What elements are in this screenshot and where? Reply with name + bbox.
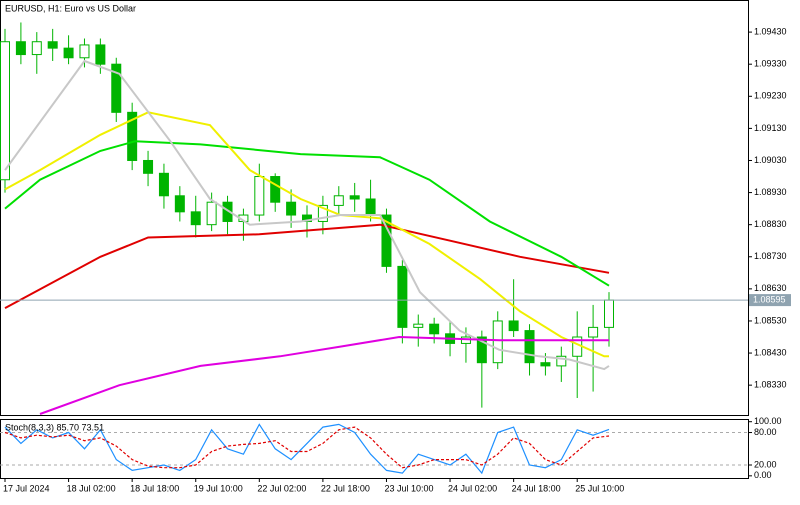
candle-body bbox=[556, 355, 567, 367]
candle-body bbox=[127, 111, 138, 161]
candle-body bbox=[222, 201, 233, 222]
y-tick-label: 100.00 bbox=[754, 416, 782, 426]
chart-title: EURUSD, H1: Euro vs US Dollar bbox=[5, 3, 136, 13]
candle-body bbox=[111, 63, 122, 113]
candle-body bbox=[317, 204, 328, 222]
y-tick-label: 1.08630 bbox=[754, 283, 787, 293]
candle-body bbox=[508, 320, 519, 332]
y-tick-label: 1.09330 bbox=[754, 59, 787, 69]
candle-body bbox=[604, 299, 614, 328]
candle-body bbox=[588, 326, 599, 338]
moving-average bbox=[4, 59, 610, 371]
candle-body bbox=[47, 41, 58, 49]
y-tick-label: 1.09230 bbox=[754, 91, 787, 101]
moving-average bbox=[4, 223, 610, 309]
last-price-box bbox=[749, 294, 791, 307]
y-tick-label: 1.08730 bbox=[754, 251, 787, 261]
x-tick-label: 25 Jul 10:00 bbox=[575, 483, 624, 493]
stoch-title: Stoch(8,3,3) 85.70 73.51 bbox=[5, 422, 104, 432]
candle-body bbox=[270, 176, 281, 203]
y-tick-label: 1.08830 bbox=[754, 219, 787, 229]
y-tick-label: 1.09130 bbox=[754, 123, 787, 133]
x-tick-label: 22 Jul 18:00 bbox=[321, 483, 370, 493]
last-price-label: 1.08595 bbox=[753, 294, 786, 304]
stoch-line bbox=[4, 423, 610, 475]
x-tick-label: 23 Jul 10:00 bbox=[384, 483, 433, 493]
y-tick-label: 0.00 bbox=[754, 470, 772, 480]
y-tick-label: 1.08530 bbox=[754, 315, 787, 325]
y-tick-label: 1.08930 bbox=[754, 187, 787, 197]
candle-body bbox=[413, 323, 424, 328]
candle-body bbox=[365, 198, 376, 216]
candle-body bbox=[349, 195, 360, 200]
y-tick-label: 1.09030 bbox=[754, 155, 787, 165]
candle-body bbox=[333, 195, 344, 206]
y-tick-label: 1.08430 bbox=[754, 347, 787, 357]
candle-body bbox=[540, 362, 551, 367]
x-tick-label: 22 Jul 02:00 bbox=[257, 483, 306, 493]
stoch-line bbox=[4, 426, 610, 469]
candle-body bbox=[397, 265, 408, 328]
x-tick-label: 24 Jul 02:00 bbox=[448, 483, 497, 493]
candle-body bbox=[15, 41, 26, 56]
candle-body bbox=[31, 41, 42, 56]
candle-body bbox=[0, 41, 10, 181]
candle-body bbox=[158, 172, 169, 197]
candle-body bbox=[381, 214, 392, 267]
candle-body bbox=[254, 176, 265, 216]
candle-body bbox=[286, 201, 297, 216]
candle-body bbox=[206, 201, 217, 226]
candle-body bbox=[190, 211, 201, 226]
candle-body bbox=[63, 47, 74, 59]
candle-body bbox=[429, 323, 440, 335]
candle-body bbox=[492, 320, 503, 364]
x-tick-label: 18 Jul 02:00 bbox=[67, 483, 116, 493]
x-tick-label: 17 Jul 2024 bbox=[3, 483, 50, 493]
stoch-panel bbox=[0, 419, 749, 479]
y-tick-label: 20.00 bbox=[754, 459, 777, 469]
moving-average bbox=[39, 335, 609, 415]
y-tick-label: 1.08330 bbox=[754, 380, 787, 390]
moving-average bbox=[4, 140, 610, 287]
candle-body bbox=[174, 195, 185, 213]
y-tick-label: 80.00 bbox=[754, 427, 777, 437]
candle-body bbox=[476, 336, 487, 364]
y-tick-label: 1.09430 bbox=[754, 26, 787, 36]
candle-body bbox=[524, 330, 535, 364]
x-tick-label: 24 Jul 18:00 bbox=[512, 483, 561, 493]
candle-body bbox=[95, 44, 106, 65]
candle-body bbox=[143, 159, 154, 174]
x-tick-label: 19 Jul 10:00 bbox=[194, 483, 243, 493]
x-tick-label: 18 Jul 18:00 bbox=[130, 483, 179, 493]
candle-body bbox=[79, 44, 90, 59]
